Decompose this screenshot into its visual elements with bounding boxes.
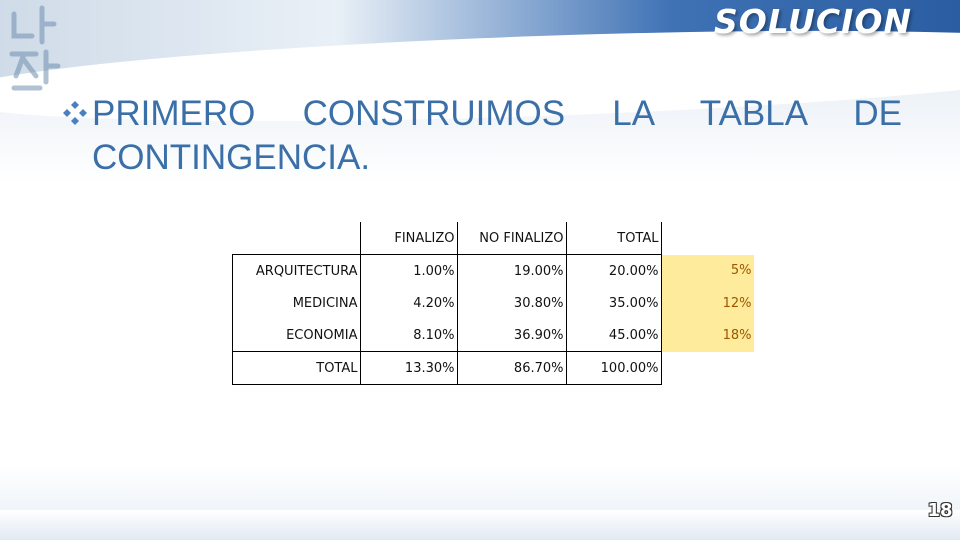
table-highlight-cell: 5% — [661, 254, 754, 287]
table-cell: 1.00% — [360, 254, 458, 287]
table-row: ARQUITECTURA 1.00% 19.00% 20.00% 5% — [232, 254, 754, 287]
contingency-table: FINALIZO NO FINALIZO TOTAL ARQUITECTURA … — [232, 222, 755, 385]
bullet-item: PRIMERO CONSTRUIMOS LA TABLA DE CONTINGE… — [62, 92, 902, 180]
table-header-cell: TOTAL — [566, 222, 662, 255]
table-cell: 8.10% — [360, 319, 458, 352]
table-row: MEDICINA 4.20% 30.80% 35.00% 12% — [232, 287, 754, 319]
table-row-label: MEDICINA — [232, 287, 361, 319]
table-cell: 20.00% — [566, 254, 662, 287]
table-highlight-cell: 12% — [661, 287, 754, 319]
table-header-row: FINALIZO NO FINALIZO TOTAL — [232, 222, 755, 255]
page-number: 18 — [927, 500, 953, 521]
table-header-cell — [232, 222, 361, 255]
table-cell: 36.90% — [457, 319, 567, 352]
table-row-label: ECONOMIA — [232, 319, 361, 352]
diamond-cluster-icon — [63, 101, 87, 125]
table-row-label: ARQUITECTURA — [232, 254, 361, 287]
table-cell: 35.00% — [566, 287, 662, 319]
table-total-row: TOTAL 13.30% 86.70% 100.00% — [232, 351, 755, 385]
slide-title: SOLUCION — [713, 2, 912, 41]
table-cell: 45.00% — [566, 319, 662, 352]
table-highlight-cell: 18% — [661, 319, 754, 352]
table-header-cell — [661, 222, 754, 255]
table-cell: 86.70% — [457, 351, 567, 385]
table-cell: 100.00% — [566, 351, 662, 385]
table-header-cell: FINALIZO — [360, 222, 458, 255]
table-cell: 19.00% — [457, 254, 567, 287]
table-cell: 4.20% — [360, 287, 458, 319]
footer-band — [0, 510, 960, 540]
bullet-text: PRIMERO CONSTRUIMOS LA TABLA DE CONTINGE… — [92, 94, 902, 177]
calligraphy-decoration — [9, 5, 61, 91]
table-cell: 13.30% — [360, 351, 458, 385]
table-cell — [661, 352, 754, 385]
table-cell: 30.80% — [457, 287, 567, 319]
table-row: ECONOMIA 8.10% 36.90% 45.00% 18% — [232, 319, 754, 352]
table-row-label: TOTAL — [232, 351, 361, 385]
table-header-cell: NO FINALIZO — [457, 222, 567, 255]
